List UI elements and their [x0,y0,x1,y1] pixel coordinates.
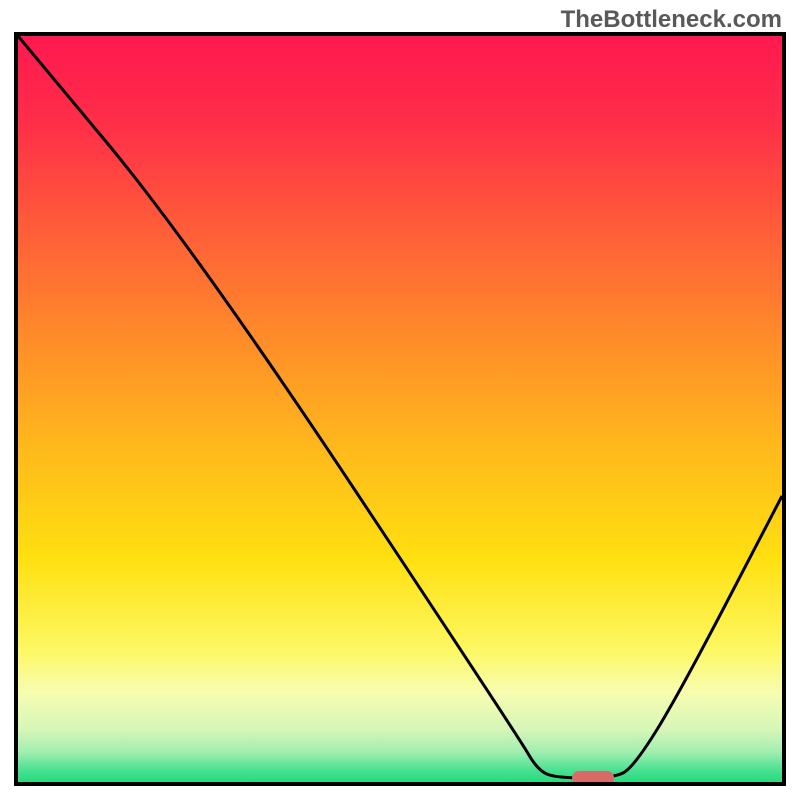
chart-frame [14,32,786,786]
bottleneck-curve [18,36,782,782]
watermark-text: TheBottleneck.com [561,6,782,34]
target-marker [572,771,614,785]
